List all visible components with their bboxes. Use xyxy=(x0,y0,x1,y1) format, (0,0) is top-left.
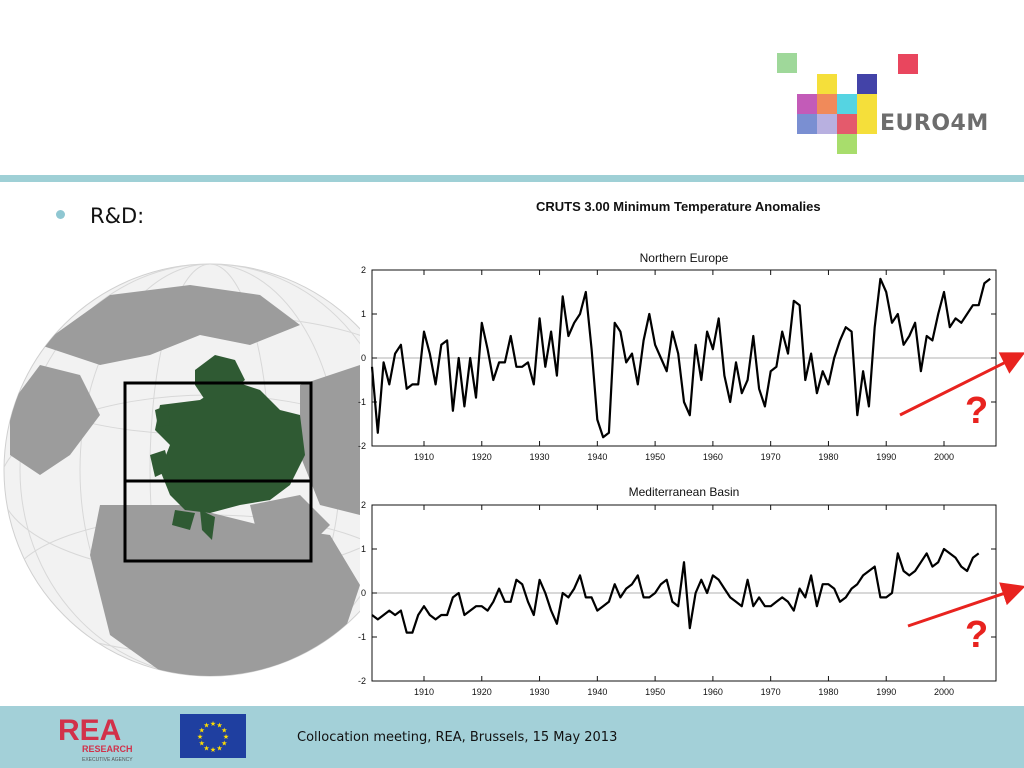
x-tick-label: 2000 xyxy=(934,452,954,462)
eu-star: ★ xyxy=(210,720,216,728)
arrow-north xyxy=(899,352,1024,417)
x-tick-label: 1930 xyxy=(530,687,550,697)
eu-flag-icon: ★ ★ ★ ★ ★ ★ ★ ★ ★ ★ ★ ★ xyxy=(180,714,246,758)
x-tick-label: 2000 xyxy=(934,687,954,697)
series-line xyxy=(370,277,991,439)
y-tick-label: 1 xyxy=(361,544,366,554)
x-tick-label: 1980 xyxy=(818,452,838,462)
x-tick-label: 1920 xyxy=(472,452,492,462)
region-box-outer xyxy=(123,381,313,563)
question-mark-med: ? xyxy=(965,614,989,656)
eu-star: ★ xyxy=(203,722,209,730)
eu-star: ★ xyxy=(199,727,205,735)
y-tick-label: -2 xyxy=(358,441,366,451)
trend-arrows xyxy=(890,340,1024,644)
y-tick-label: 0 xyxy=(361,353,366,363)
y-tick-label: 0 xyxy=(361,588,366,598)
chart-main-title: CRUTS 3.00 Minimum Temperature Anomalies xyxy=(536,199,821,214)
rea-logo: REA RESEARCH EXECUTIVE AGENCY xyxy=(56,710,136,764)
eu-flag-svg: ★★★★★★★★★ ★ ★★ xyxy=(180,714,246,758)
eu-star: ★ xyxy=(221,740,227,748)
y-tick-label: -1 xyxy=(358,632,366,642)
euro4m-logo xyxy=(770,48,1010,168)
x-tick-label: 1950 xyxy=(645,687,665,697)
x-tick-label: 1980 xyxy=(818,687,838,697)
arrows-svg xyxy=(899,352,1024,628)
eu-star: ★ xyxy=(221,727,227,735)
series-line xyxy=(371,547,980,634)
footer-text: Collocation meeting, REA, Brussels, 15 M… xyxy=(297,730,618,745)
panel-title: Mediterranean Basin xyxy=(629,485,740,499)
x-tick-label: 1940 xyxy=(587,687,607,697)
y-tick-label: 2 xyxy=(361,265,366,275)
bullet-text: R&D: xyxy=(90,204,145,228)
rea-logo-letters: REA xyxy=(58,714,121,747)
euro4m-logo-squares xyxy=(777,53,918,154)
rea-logo-sub: RESEARCH xyxy=(82,744,133,754)
x-tick-label: 1990 xyxy=(876,452,896,462)
rea-logo-sub2: EXECUTIVE AGENCY xyxy=(82,757,133,763)
charts-svg: Northern Europe -2 -1 0 1 2 1910 1920 1930 1940 19… xyxy=(358,251,997,697)
globe-map xyxy=(0,255,417,689)
x-tick-label: 1910 xyxy=(414,452,434,462)
y-tick-label: -1 xyxy=(358,397,366,407)
x-tick-label: 1960 xyxy=(703,687,723,697)
x-tick-label: 1970 xyxy=(761,687,781,697)
eu-star: ★ xyxy=(197,733,203,741)
eu-star: ★ xyxy=(216,722,222,730)
panel-title: Northern Europe xyxy=(640,251,729,265)
arrow-med xyxy=(907,582,1024,628)
eu-star: ★ xyxy=(216,744,222,752)
eu-star: ★ xyxy=(199,740,205,748)
rea-logo-svg: REA RESEARCH EXECUTIVE AGENCY xyxy=(58,714,133,763)
footer-bar xyxy=(0,706,1024,768)
chart-area: Northern Europe -2 -1 0 1 2 1910 1920 1930 1940 19… xyxy=(348,190,1010,705)
x-tick-label: 1910 xyxy=(414,687,434,697)
bullet-dot xyxy=(56,210,65,219)
euro4m-logo-text: EURO4M xyxy=(880,111,989,136)
x-tick-label: 1970 xyxy=(761,452,781,462)
globe-svg xyxy=(3,263,417,677)
y-tick-label: 1 xyxy=(361,309,366,319)
x-tick-label: 1920 xyxy=(472,687,492,697)
x-tick-label: 1930 xyxy=(530,452,550,462)
eu-star: ★ xyxy=(210,746,216,754)
x-tick-label: 1960 xyxy=(703,452,723,462)
x-tick-label: 1990 xyxy=(876,687,896,697)
eu-star: ★ xyxy=(223,733,229,741)
x-tick-label: 1940 xyxy=(587,452,607,462)
y-tick-label: -2 xyxy=(358,676,366,686)
eu-star: ★ xyxy=(203,744,209,752)
question-mark-north: ? xyxy=(965,390,989,432)
x-tick-label: 1950 xyxy=(645,452,665,462)
header-rule xyxy=(0,175,1024,182)
y-tick-label: 2 xyxy=(361,500,366,510)
